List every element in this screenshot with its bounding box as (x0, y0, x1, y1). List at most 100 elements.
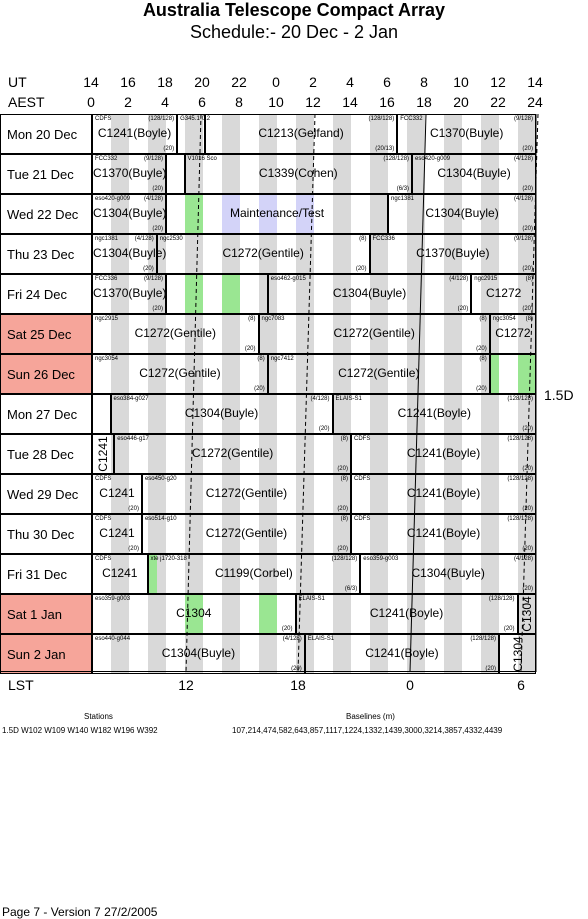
hour-band (480, 474, 499, 514)
schedule-block: C1199(Corbel) xte j1720-318 (128/128) (6/3) (147, 554, 361, 594)
hour-band (332, 514, 351, 554)
project-label: C1304(Buyle) (425, 206, 499, 220)
source-label: ELAIS-S1 (307, 636, 335, 642)
channel-label: (128/128) (368, 116, 395, 122)
hour-band (295, 434, 314, 474)
schedule-block: C1241 CDFS (92, 554, 148, 594)
ut-tick: 22 (231, 74, 247, 90)
frequency-label: (6/3) (344, 586, 358, 592)
channel-label: (8) (340, 476, 348, 482)
hour-band (332, 394, 351, 434)
hour-band (147, 514, 166, 554)
source-label: ngc1381 (95, 236, 119, 242)
hour-band (147, 354, 166, 394)
day-row: Thu 30 Dec C1241 CDFS (20) C1272(Gentile) eso… (0, 514, 540, 554)
hour-band (221, 354, 240, 394)
hour-band (406, 354, 425, 394)
hour-band (184, 234, 203, 274)
hour-band (332, 474, 351, 514)
hour-band (480, 154, 499, 194)
frequency-label: (20) (522, 186, 533, 192)
hour-band (258, 514, 277, 554)
frequency-label: (20) (143, 266, 154, 272)
hour-band (332, 634, 351, 674)
project-label: C1370(Buyle) (93, 166, 167, 180)
hour-band (517, 394, 536, 434)
aest-tick: 10 (268, 94, 284, 110)
hour-band (221, 154, 240, 194)
hour-band (443, 594, 462, 634)
day-row: Sat 25 Dec C1272(Gentile) ngc2915 (8) (20) C1… (0, 314, 540, 354)
hour-band (258, 154, 277, 194)
channel-label: (4/128) (134, 236, 154, 242)
schedule-block (166, 154, 185, 194)
project-label: C1370(Buyle) (93, 286, 167, 300)
project-label: C1272 (495, 326, 531, 340)
project-label: C1241 (99, 526, 135, 540)
source-label: CDFS (354, 516, 371, 522)
hour-band (221, 314, 240, 354)
hour-band (147, 194, 166, 234)
project-label: C1370(Buyle) (429, 126, 504, 140)
lst-tick: 18 (290, 677, 306, 693)
day-label: Sun 2 Jan (0, 634, 92, 674)
channel-label: (128/128) (507, 396, 533, 402)
hour-band (184, 314, 203, 354)
hour-band (369, 194, 388, 234)
hour-band (184, 114, 203, 154)
source-label: ngc7412 (270, 356, 294, 362)
hour-band (184, 154, 203, 194)
hour-band (369, 274, 388, 314)
schedule-block: C1272(Gentile) ngc7412 (8) (20) (267, 354, 490, 394)
project-label: C1272(Gentile) (338, 366, 420, 380)
green-window (147, 554, 157, 594)
aest-tick: 18 (416, 94, 432, 110)
stations-label: Stations (84, 712, 113, 721)
schedule-block: C1241(Boyle) CDFS (128/128) (20) (92, 114, 178, 154)
green-window (184, 594, 203, 634)
project-label: C1199(Corbel) (214, 566, 293, 580)
frequency-label: (20) (522, 266, 533, 272)
hour-band (295, 394, 314, 434)
hour-band (184, 474, 203, 514)
hour-band (221, 634, 240, 674)
frequency-label: (20) (522, 306, 533, 312)
hour-band (369, 474, 388, 514)
frequency-label: (20) (244, 346, 256, 352)
hour-band (332, 194, 351, 234)
hour-band (110, 514, 129, 554)
frequency-label: (20) (522, 586, 533, 592)
frequency-label: (20) (163, 146, 175, 152)
project-label: C1272(Gentile) (222, 246, 304, 260)
source-label: eso450-g20 (144, 476, 177, 482)
green-window (517, 354, 536, 394)
channel-label: (8) (479, 356, 487, 362)
source-label: CDFS (354, 476, 371, 482)
hour-band (258, 554, 277, 594)
hour-band (369, 234, 388, 274)
hour-band (295, 354, 314, 394)
source-label: eso514-g10 (144, 516, 177, 522)
hour-band (480, 274, 499, 314)
hour-band (147, 274, 166, 314)
hour-band (110, 194, 129, 234)
hour-band (295, 514, 314, 554)
hour-band (184, 634, 203, 674)
project-label: C1272(Gentile) (205, 486, 288, 500)
page-title: Australia Telescope Compact Array (142, 0, 446, 20)
schedule-block: C1304(Buyle) eso420-g009 (4/128) (20) (92, 194, 166, 234)
schedule-block: C1304 eso359-g003 (20) (92, 594, 296, 634)
project-label: C1304 (176, 606, 212, 620)
source-label: eso446-g17 (117, 436, 149, 442)
hour-band (110, 594, 129, 634)
source-label: eso420-g009 (95, 196, 131, 202)
source-label: ngc3054 (492, 316, 516, 322)
hour-band (369, 354, 388, 394)
channel-label: (128/128) (470, 636, 496, 642)
channel-label: (8) (340, 516, 348, 522)
ut-tick: 8 (420, 74, 428, 90)
lst-line (297, 114, 316, 672)
day-row: Wed 22 Dec C1304(Buyle) eso420-g009 (4/128)… (0, 194, 540, 234)
hour-band (295, 554, 314, 594)
green-window (184, 194, 203, 234)
